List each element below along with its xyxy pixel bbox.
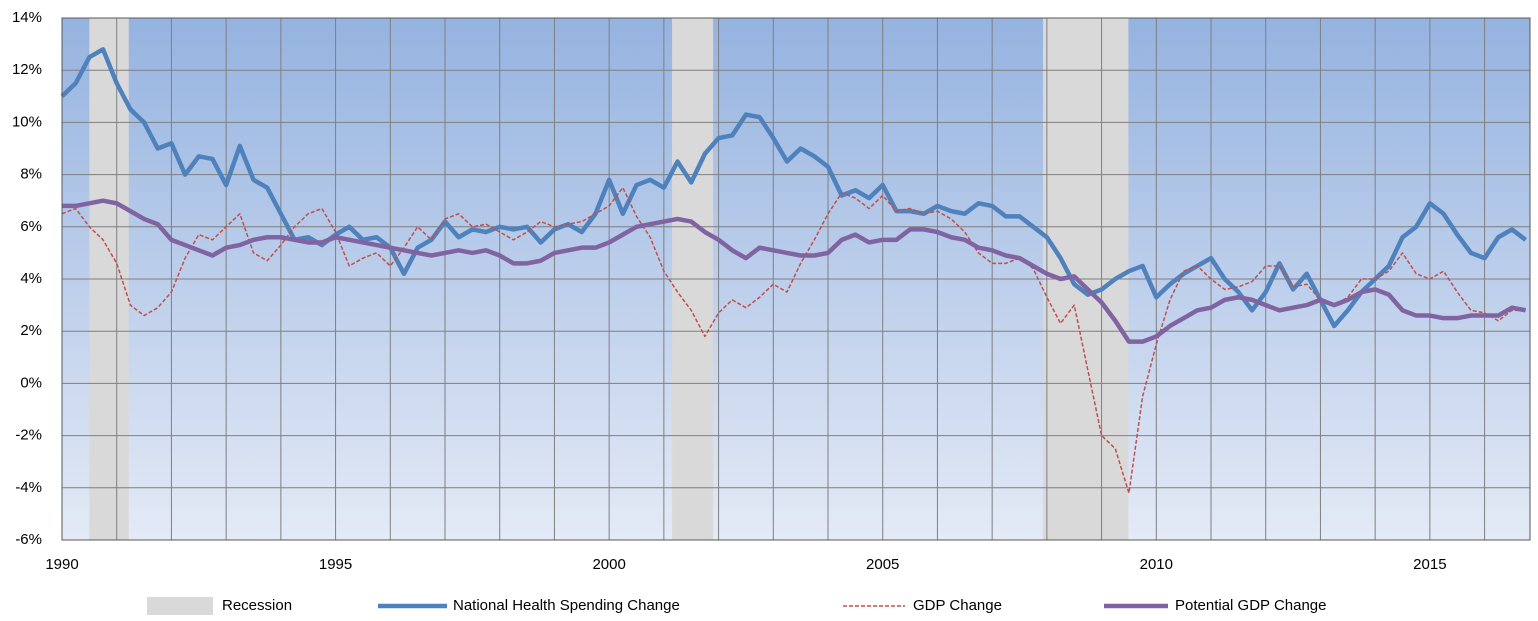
legend-label: Potential GDP Change [1175,597,1327,614]
x-tick-label: 1995 [319,556,352,573]
legend-label: Recession [222,597,292,614]
legend-swatch [147,597,213,615]
y-tick-label: 8% [20,166,42,183]
x-tick-label: 2000 [592,556,625,573]
x-tick-label: 2015 [1413,556,1446,573]
series-line [60,47,1527,329]
y-tick-label: -4% [15,479,42,496]
x-tick-label: 2005 [866,556,899,573]
y-tick-label: 12% [12,61,42,78]
y-tick-label: 14% [12,9,42,26]
y-tick-label: 4% [20,270,42,287]
y-tick-label: 0% [20,374,42,391]
series-line [62,198,1527,344]
x-tick-label: 1990 [45,556,78,573]
x-tick-label: 2010 [1140,556,1173,573]
y-tick-label: 10% [12,113,42,130]
legend-label: GDP Change [913,597,1002,614]
y-tick-label: 6% [20,218,42,235]
series-line [61,186,1526,494]
legend-label: National Health Spending Change [453,597,680,614]
y-tick-label: -6% [15,531,42,548]
y-tick-label: -2% [15,427,42,444]
y-tick-label: 2% [20,322,42,339]
plot-border [61,17,1531,541]
